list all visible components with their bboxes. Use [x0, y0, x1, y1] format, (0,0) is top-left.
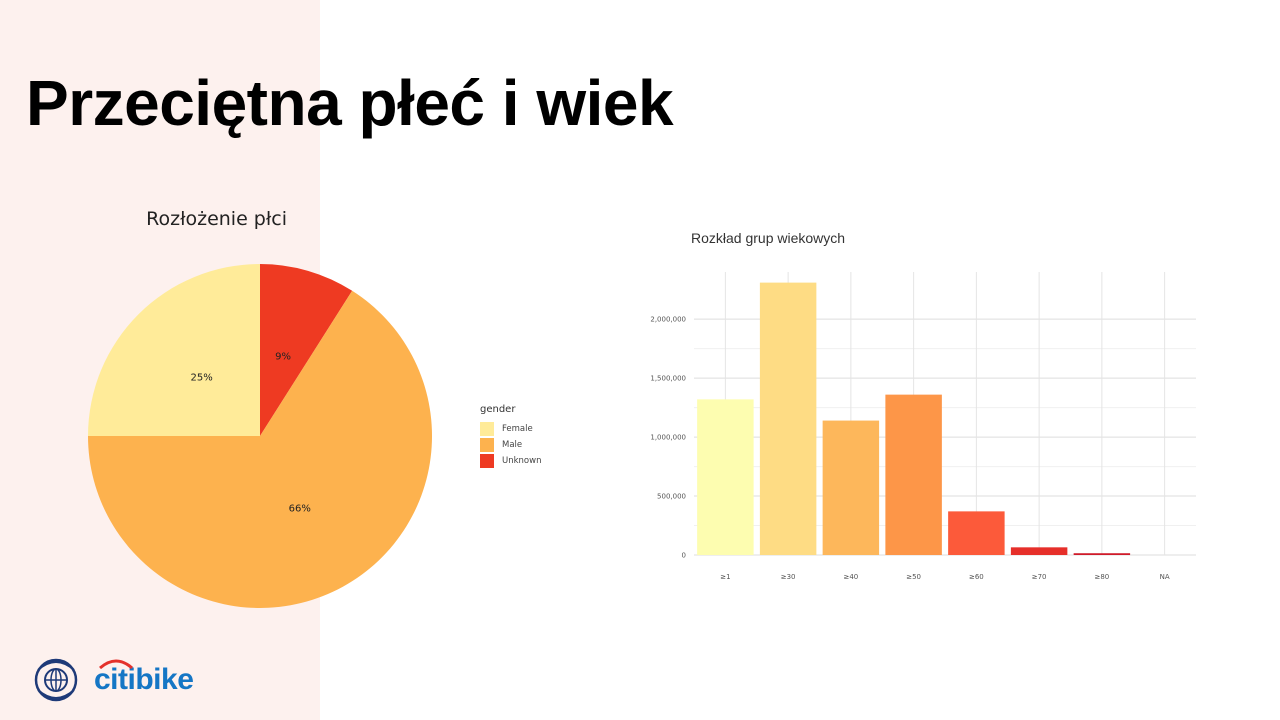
x-tick-label: ≥40	[843, 573, 858, 581]
bar-0	[697, 399, 754, 555]
x-tick-label: ≥1	[720, 573, 730, 581]
bar-3	[885, 394, 942, 555]
globe-seal-icon	[34, 658, 78, 702]
x-tick-label: ≥80	[1094, 573, 1109, 581]
x-tick-label: ≥50	[906, 573, 921, 581]
legend-item-male: Male	[480, 437, 541, 453]
pie-chart: 9% 66% 25%	[88, 264, 433, 608]
legend-swatch-unknown	[480, 454, 494, 468]
pie-label-male: 66%	[289, 503, 311, 514]
bar-2	[822, 420, 880, 555]
bar-6	[1073, 553, 1131, 555]
legend-title: gender	[480, 404, 516, 415]
brand-name: citibike	[94, 663, 194, 696]
y-tick-label: 2,000,000	[650, 316, 686, 324]
pie-label-female: 25%	[191, 373, 213, 384]
pie-label-unknown: 9%	[275, 352, 291, 363]
legend-label-unknown: Unknown	[502, 456, 542, 466]
logo-area: citibike	[32, 656, 194, 704]
citibike-logo: citibike	[94, 659, 194, 697]
y-tick-label: 1,000,000	[650, 434, 686, 442]
y-tick-label: 0	[682, 552, 686, 560]
legend-swatch-male	[480, 438, 494, 452]
pie-slice-unknown	[260, 264, 353, 436]
bar-chart: 0 500,000 1,000,000 1,500,000 2,000,000 ≥1 ≥30…	[650, 272, 1196, 581]
y-tick-label: 500,000	[657, 493, 686, 501]
legend-item-female: Female	[480, 421, 541, 437]
pie-slice-male	[88, 290, 433, 608]
legend-label-male: Male	[502, 440, 523, 450]
pie-chart-title: Rozłożenie płci	[146, 208, 287, 230]
legend-swatch-female	[480, 422, 494, 436]
pie-legend: gender Female Male Unknown	[480, 404, 541, 469]
x-tick-label: NA	[1160, 573, 1170, 581]
slide-title: Przeciętna płeć i wiek	[26, 67, 674, 139]
citi-arc-icon	[99, 659, 133, 669]
bar-chart-title: Rozkład grup wiekowych	[691, 230, 846, 246]
pie-slice-female	[88, 264, 260, 436]
x-tick-label: ≥60	[969, 573, 984, 581]
bar-4	[948, 511, 1005, 555]
bar-5	[1010, 547, 1068, 555]
legend-label-female: Female	[502, 424, 533, 434]
bar-1	[759, 282, 817, 555]
x-tick-label: ≥70	[1032, 573, 1047, 581]
legend-item-unknown: Unknown	[480, 453, 541, 469]
x-tick-label: ≥30	[781, 573, 796, 581]
y-tick-label: 1,500,000	[650, 375, 686, 383]
